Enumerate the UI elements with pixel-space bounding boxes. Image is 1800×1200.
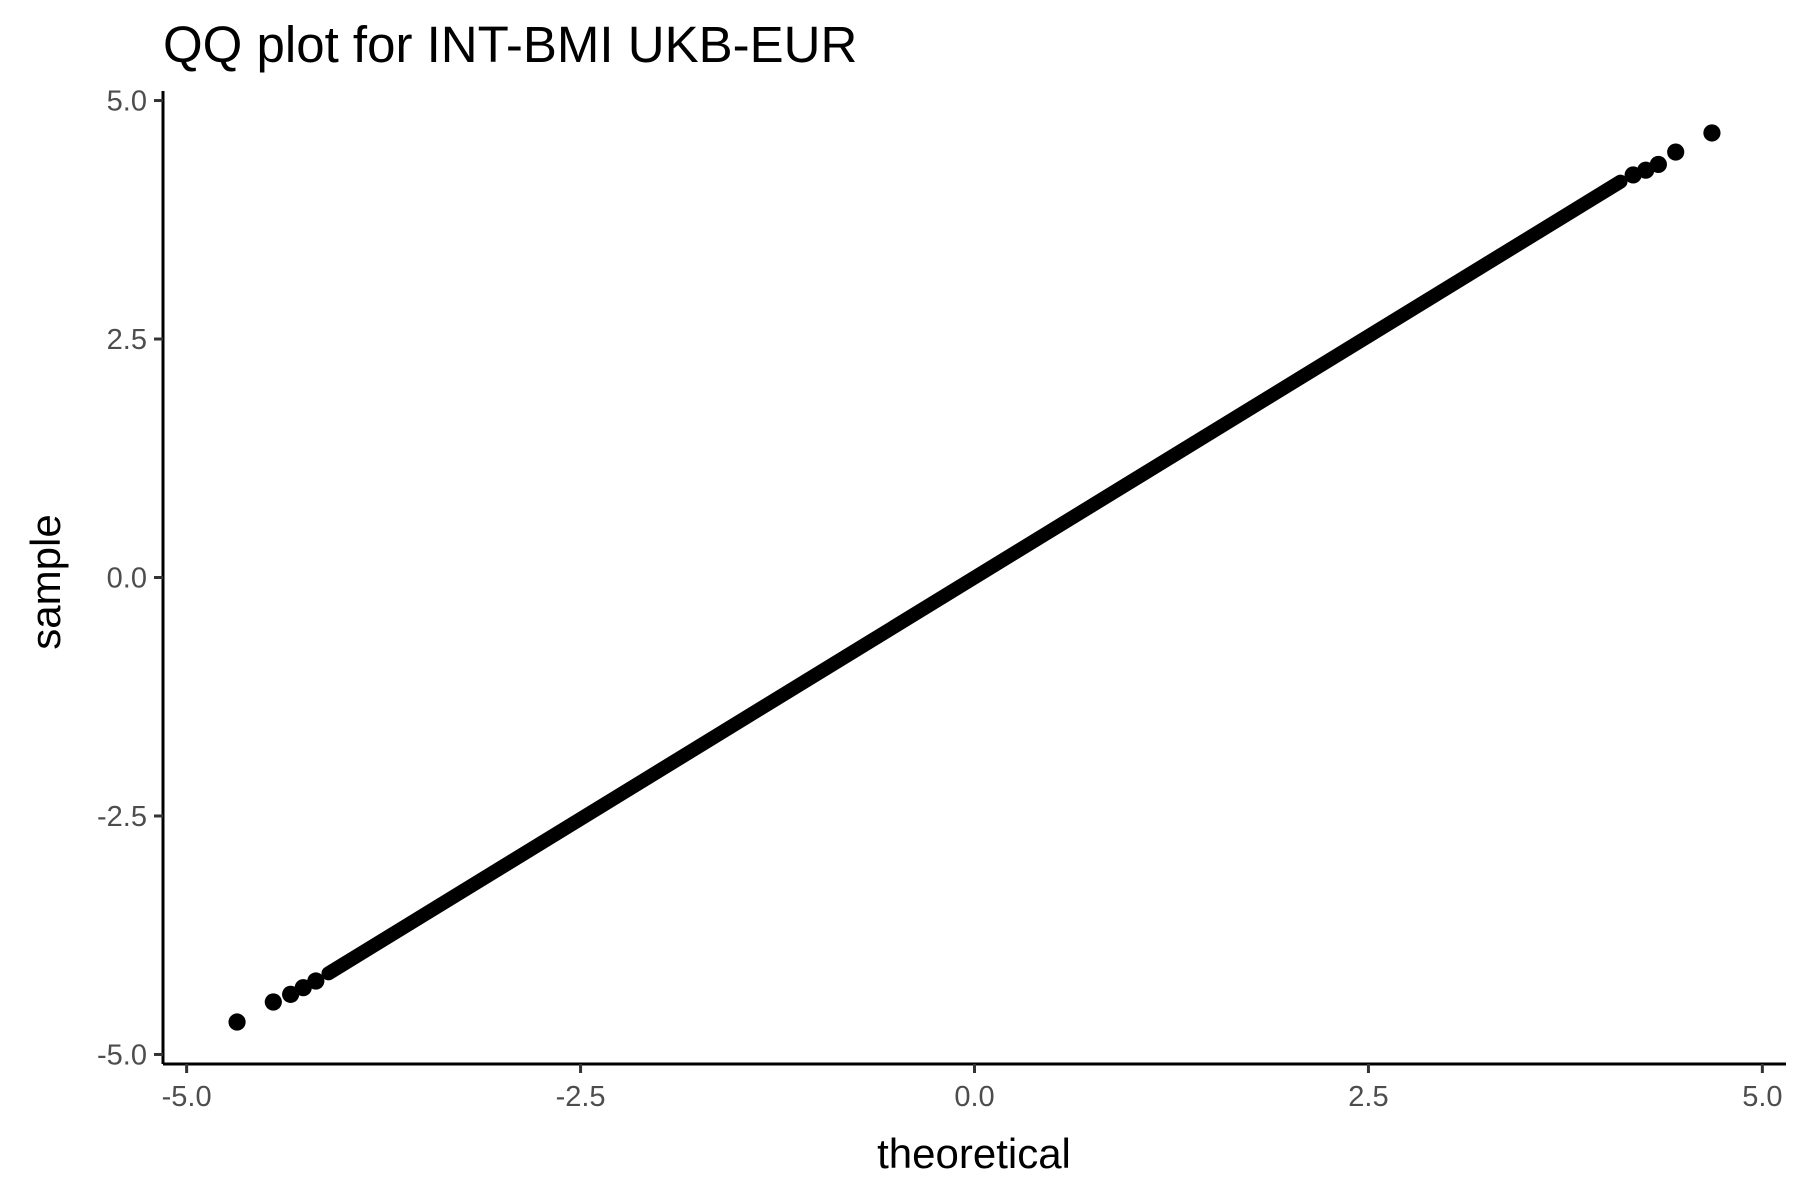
data-point [1667,143,1685,161]
y-tick-label: -2.5 [97,801,147,833]
tail-points [228,124,1721,1031]
y-axis-ticks: -5.0 -2.5 0.0 2.5 5.0 [97,86,163,1071]
x-tick-label: -2.5 [556,1081,606,1113]
chart-title: QQ plot for INT-BMI UKB-EUR [163,16,857,73]
data-point [1703,124,1721,142]
x-tick-label: 2.5 [1348,1081,1388,1113]
data-point [228,1013,246,1031]
x-tick-label: 0.0 [954,1081,994,1113]
qq-dense-point-band [321,174,1628,981]
x-tick-label: -5.0 [162,1081,212,1113]
x-axis-ticks: -5.0 -2.5 0.0 2.5 5.0 [162,1064,1783,1113]
y-tick-label: -5.0 [97,1039,147,1071]
y-tick-label: 5.0 [107,86,147,118]
data-point [307,972,325,990]
data-point [294,979,312,997]
y-tick-label: 2.5 [107,324,147,356]
x-tick-label: 5.0 [1742,1081,1782,1113]
y-axis-title: sample [22,514,69,649]
plot-area [228,124,1721,1031]
x-axis-title: theoretical [877,1130,1071,1177]
data-point [282,985,300,1003]
y-tick-label: 0.0 [107,563,147,595]
data-point [1649,155,1667,174]
data-point [264,993,282,1011]
